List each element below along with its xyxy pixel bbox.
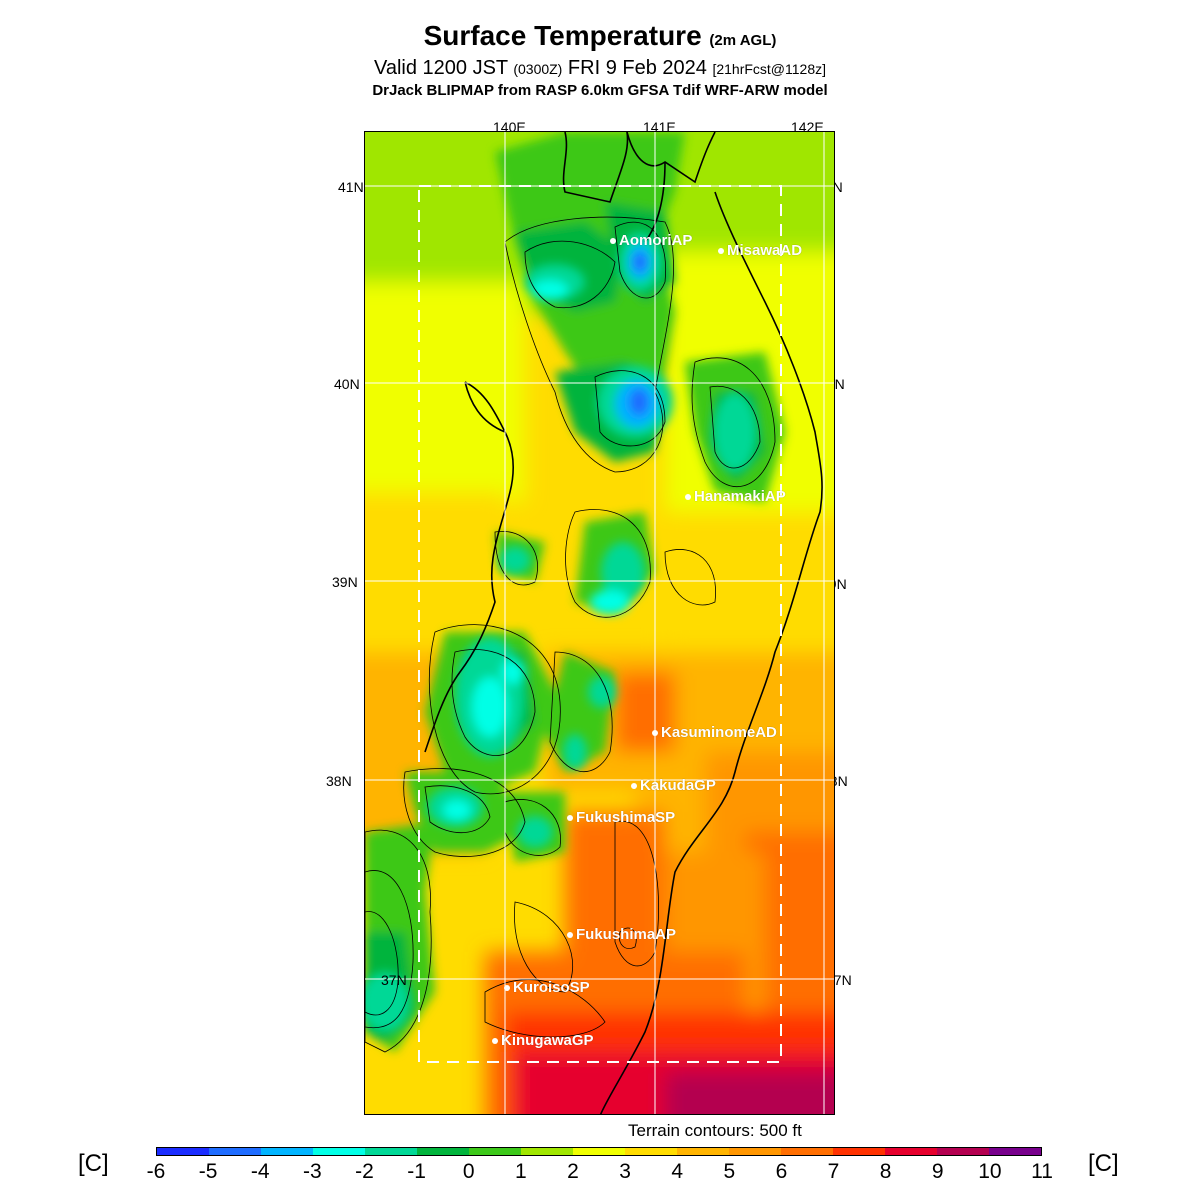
colorbar-segment (469, 1148, 521, 1155)
valid-utc: (0300Z) (513, 61, 563, 77)
colorbar-segment (521, 1148, 573, 1155)
valid-time: Valid 1200 JST (0300Z) FRI 9 Feb 2024 [2… (0, 57, 1200, 80)
colorbar-unit-left: [C] (78, 1150, 109, 1177)
station-label: HanamakiAP (694, 488, 786, 505)
lat-label-41n-left: 41N (338, 179, 364, 195)
lon-label-141e-top: 141E (643, 119, 676, 135)
colorbar-tick-label: 5 (723, 1160, 736, 1183)
lat-label-39n-left: 39N (332, 574, 358, 590)
colorbar-tick-label: 8 (879, 1160, 892, 1183)
station-fukushima-ap: FukushimaAP (567, 927, 676, 942)
terrain-contours-note: Terrain contours: 500 ft (628, 1121, 802, 1140)
colorbar-segment (729, 1148, 781, 1155)
temperature-map: 37N AomoriAP MisawaAD HanamakiAP Kasumin… (364, 131, 835, 1115)
station-label: FukushimaAP (576, 926, 677, 943)
lat-label-38n-left: 38N (326, 773, 352, 789)
colorbar (156, 1147, 1042, 1156)
title-main: Surface Temperature (423, 20, 702, 51)
lat-label-37n-left: 37N (381, 972, 407, 988)
station-label: KuroisoSP (513, 979, 590, 996)
colorbar-tick-label: -2 (355, 1160, 374, 1183)
station-hanamaki-ap: HanamakiAP (685, 489, 786, 504)
lon-label-142e-top: 142E (791, 119, 824, 135)
station-marker-icon (631, 783, 637, 790)
station-label: KinugawaGP (501, 1032, 594, 1049)
station-label: MisawaAD (727, 242, 803, 259)
station-marker-icon (567, 932, 573, 939)
colorbar-segment (937, 1148, 989, 1155)
colorbar-segment (781, 1148, 833, 1155)
colorbar-segment (989, 1148, 1041, 1155)
station-kinugawa-gp: KinugawaGP (492, 1033, 594, 1048)
station-kasuminome-ad: KasuminomeAD (652, 725, 777, 740)
colorbar-segment (313, 1148, 365, 1155)
station-aomori-ap: AomoriAP (610, 233, 692, 248)
colorbar-tick-label: 11 (1031, 1160, 1053, 1183)
station-marker-icon (492, 1038, 498, 1045)
model-line: DrJack BLIPMAP from RASP 6.0km GFSA Tdif… (372, 82, 828, 99)
temperature-field (365, 132, 834, 1114)
title-suffix: (2m AGL) (709, 32, 777, 49)
colorbar-tick-label: -4 (250, 1160, 270, 1183)
station-label: FukushimaSP (576, 809, 676, 826)
lat-label-40n-left: 40N (334, 376, 360, 392)
colorbar-segment (677, 1148, 729, 1155)
colorbar-segment (573, 1148, 625, 1155)
colorbar-tick-label: 0 (462, 1160, 475, 1183)
colorbar-segment (417, 1148, 469, 1155)
colorbar-tick-label: 1 (514, 1160, 527, 1183)
colorbar-segment (885, 1148, 937, 1155)
station-marker-icon (567, 815, 573, 822)
colorbar-tick-label: 3 (619, 1160, 631, 1183)
station-marker-icon (610, 238, 616, 245)
colorbar-tick-label: 6 (775, 1160, 788, 1183)
station-label: KakudaGP (640, 777, 716, 794)
colorbar-tick-label: 2 (567, 1160, 579, 1183)
colorbar-segment (625, 1148, 677, 1155)
colorbar-segment (833, 1148, 885, 1155)
colorbar-tick-label: -6 (146, 1160, 166, 1183)
station-kuroiso-sp: KuroisoSP (504, 980, 590, 995)
colorbar-tick-label: -5 (198, 1160, 218, 1183)
colorbar-tick-label: -3 (303, 1160, 322, 1183)
chart-title: Surface Temperature (2m AGL) (0, 20, 1200, 52)
station-marker-icon (718, 248, 724, 255)
colorbar-segment (365, 1148, 417, 1155)
station-misawa-ad: MisawaAD (718, 243, 802, 258)
colorbar-segment (157, 1148, 209, 1155)
colorbar-segment (209, 1148, 261, 1155)
station-fukushima-sp: FukushimaSP (567, 810, 675, 825)
colorbar-tick-label: 4 (671, 1160, 684, 1183)
colorbar-tick-label: 7 (827, 1160, 840, 1183)
station-marker-icon (652, 730, 658, 737)
colorbar-tick-label: -1 (407, 1160, 426, 1183)
colorbar-unit-right: [C] (1088, 1150, 1119, 1177)
station-marker-icon (685, 494, 691, 501)
valid-date: FRI 9 Feb 2024 (567, 57, 707, 79)
station-label: KasuminomeAD (661, 724, 777, 741)
station-kakuda-gp: KakudaGP (631, 778, 716, 793)
lon-label-140e-top: 140E (493, 119, 526, 135)
colorbar-tick-label: 9 (931, 1160, 944, 1183)
valid-prefix: Valid 1200 JST (373, 57, 508, 79)
forecast-info: [21hrFcst@1128z] (712, 61, 827, 77)
colorbar-tick-label: 10 (978, 1160, 1002, 1183)
station-label: AomoriAP (619, 232, 693, 249)
colorbar-segment (261, 1148, 313, 1155)
station-marker-icon (504, 985, 510, 992)
